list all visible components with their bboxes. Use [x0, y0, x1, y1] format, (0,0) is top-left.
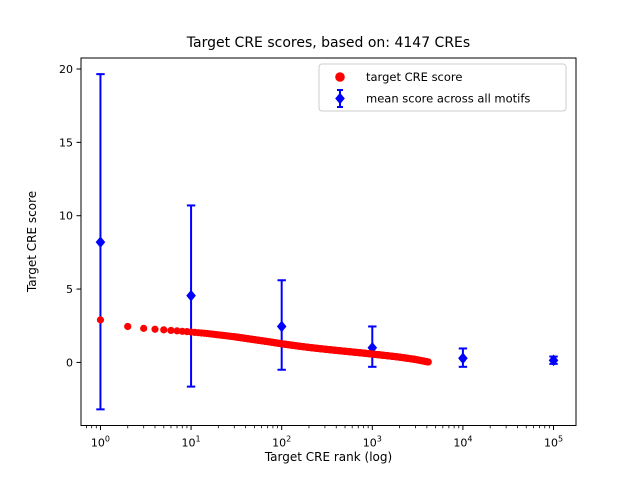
legend-box	[318, 63, 567, 112]
x-tick-label: 101	[182, 435, 201, 450]
y-tick-label: 0	[66, 356, 73, 369]
x-tick-label: 105	[544, 435, 563, 450]
x-axis-ticks: 100 101 102 103 104 105	[86, 425, 563, 450]
x-tick-label: 102	[272, 435, 291, 450]
legend: target CRE score mean score across all mo…	[318, 63, 567, 112]
y-tick-label: 10	[59, 210, 73, 223]
target-score-series	[96, 316, 432, 366]
target-score-point	[151, 325, 159, 333]
target-score-point	[167, 326, 175, 335]
y-tick-label: 5	[66, 283, 73, 296]
target-score-point	[424, 358, 432, 366]
axes-frame	[80, 57, 577, 426]
target-score-point	[140, 324, 148, 332]
mean-score-marker	[186, 289, 196, 302]
y-tick-label: 20	[59, 63, 73, 76]
mean-score-marker	[367, 341, 378, 354]
y-tick-label: 15	[59, 136, 73, 149]
plot-area-border	[80, 57, 577, 426]
x-tick-label: 100	[91, 435, 110, 450]
chart-title: Target CRE scores, based on: 4147 CREs	[186, 35, 470, 51]
y-axis-label: Target CRE score	[25, 191, 39, 293]
target-score-point	[173, 327, 181, 335]
mean-score-marker	[95, 236, 106, 248]
legend-diamond-marker	[335, 92, 345, 105]
legend-item-label: target CRE score	[366, 70, 462, 84]
legend-circle-marker	[335, 72, 345, 82]
legend-item-label: mean score across all motifs	[366, 92, 530, 106]
target-score-point	[160, 326, 168, 334]
mean-score-marker	[276, 320, 287, 333]
target-score-point	[96, 316, 105, 324]
target-score-point	[124, 322, 132, 331]
x-tick-label: 104	[453, 435, 472, 450]
mean-score-series	[95, 73, 559, 411]
x-tick-label: 103	[363, 435, 382, 450]
x-axis-label: Target CRE rank (log)	[264, 450, 392, 464]
mean-score-marker	[548, 354, 559, 367]
mean-score-marker	[458, 352, 468, 365]
y-axis-ticks: 0 5 10 15 20	[59, 63, 81, 369]
